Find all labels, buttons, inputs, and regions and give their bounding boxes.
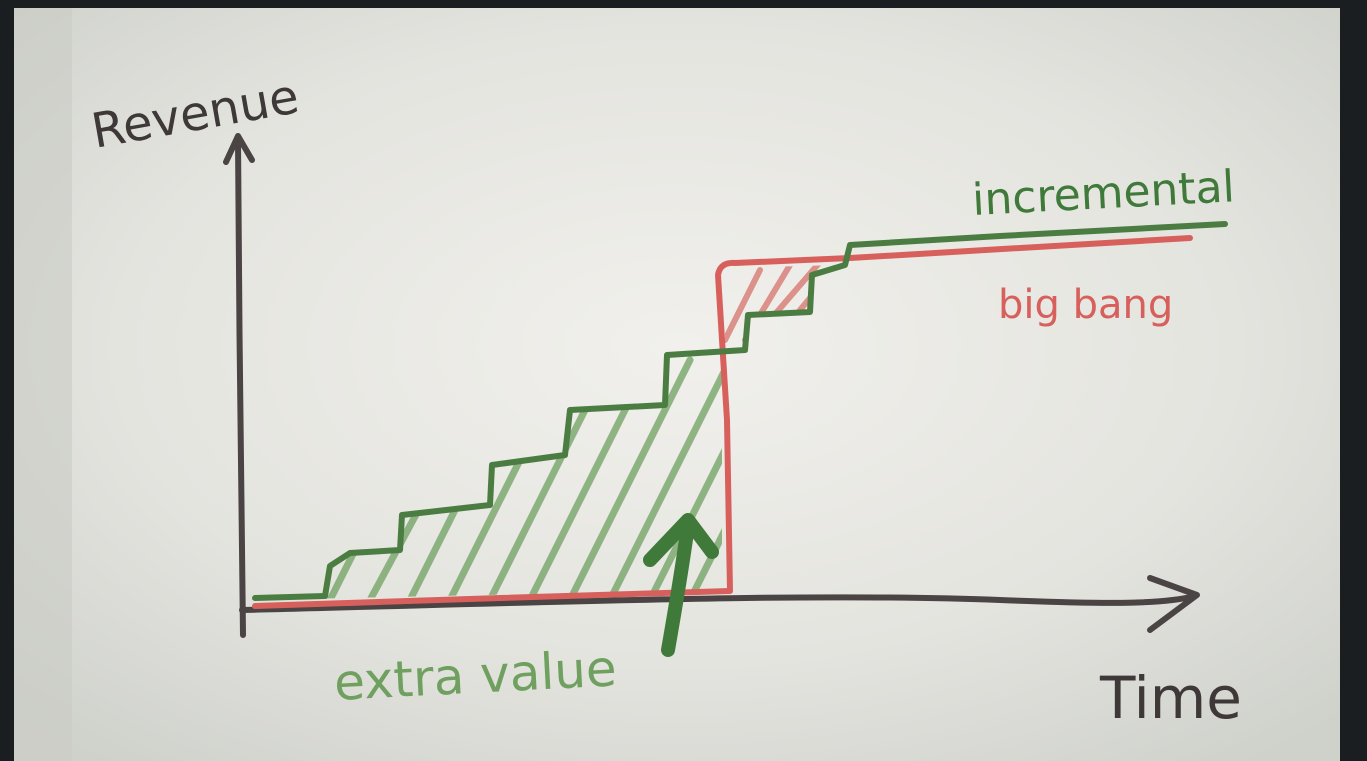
extra-value-hatching xyxy=(326,356,722,600)
paper-edge xyxy=(14,8,72,761)
x-axis xyxy=(239,593,1198,613)
incremental-line xyxy=(252,221,1228,601)
x-axis-label: Time xyxy=(1099,664,1242,732)
big-bang-line xyxy=(252,235,1193,609)
axes xyxy=(223,133,1200,638)
y-arrowhead xyxy=(223,133,255,165)
x-arrowhead xyxy=(1147,575,1200,633)
big-bang-label: big bang xyxy=(998,282,1173,328)
extra-value-arrow xyxy=(643,513,719,657)
y-axis xyxy=(235,137,246,638)
